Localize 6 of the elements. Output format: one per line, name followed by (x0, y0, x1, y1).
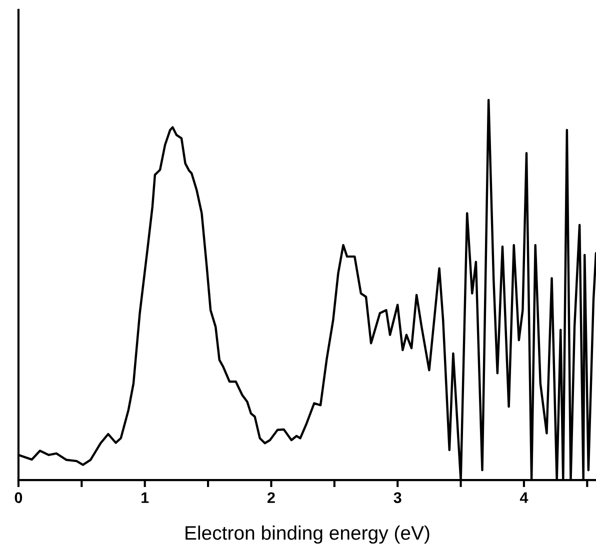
x-tick-label: 0 (14, 492, 22, 504)
x-axis-title: Electron binding energy (eV) (186, 526, 430, 544)
x-tick-label: 4 (520, 492, 528, 503)
x-tick-label: 1 (142, 492, 149, 503)
x-tick-label: 3 (394, 492, 402, 504)
x-tick-label: 2 (268, 492, 275, 503)
